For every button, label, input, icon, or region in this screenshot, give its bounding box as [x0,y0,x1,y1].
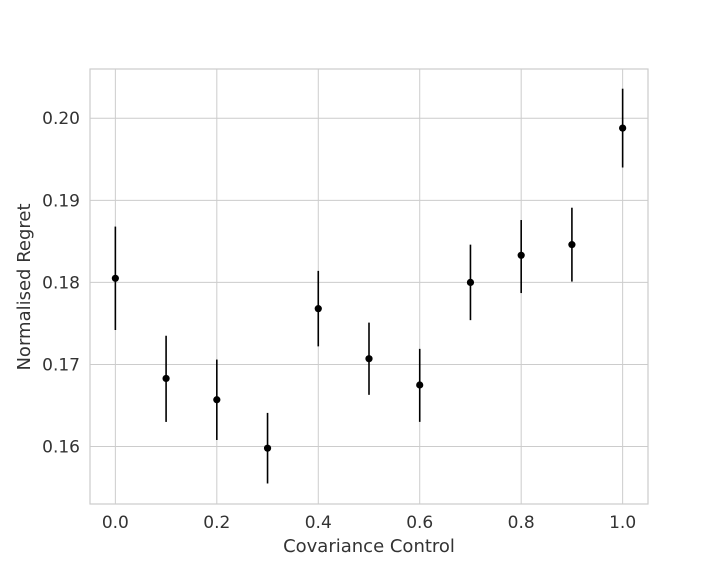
x-tick-label: 0.8 [508,513,535,533]
x-axis-label: Covariance Control [283,536,455,557]
y-axis-label: Normalised Regret [14,203,35,370]
data-point [213,396,221,404]
data-marks [111,88,627,484]
plot-background [90,69,648,504]
y-tick-label: 0.20 [42,109,80,129]
data-point [466,278,475,286]
data-point [365,355,373,363]
x-tick-label: 0.0 [102,513,129,533]
data-point [619,124,627,132]
data-point [568,241,576,249]
plot-frame [89,68,649,505]
y-tick-label: 0.18 [42,273,80,293]
data-point [263,444,272,452]
y-tick-label: 0.17 [42,355,80,375]
data-point [111,274,119,282]
x-tick-label: 1.0 [609,513,636,533]
y-tick-label: 0.19 [42,191,80,211]
x-tick-label: 0.4 [305,513,332,533]
data-point [517,251,525,259]
x-tick-label: 0.2 [203,513,230,533]
y-tick-label: 0.16 [42,438,80,458]
x-tick-labels: 0.0 0.2 0.4 0.6 0.8 1.0 [102,513,636,533]
y-tick-labels: 0.16 0.17 0.18 0.19 0.20 [42,109,80,457]
data-point [162,374,170,383]
x-tick-label: 0.6 [406,513,433,533]
data-point [314,305,322,313]
data-point [416,381,424,389]
